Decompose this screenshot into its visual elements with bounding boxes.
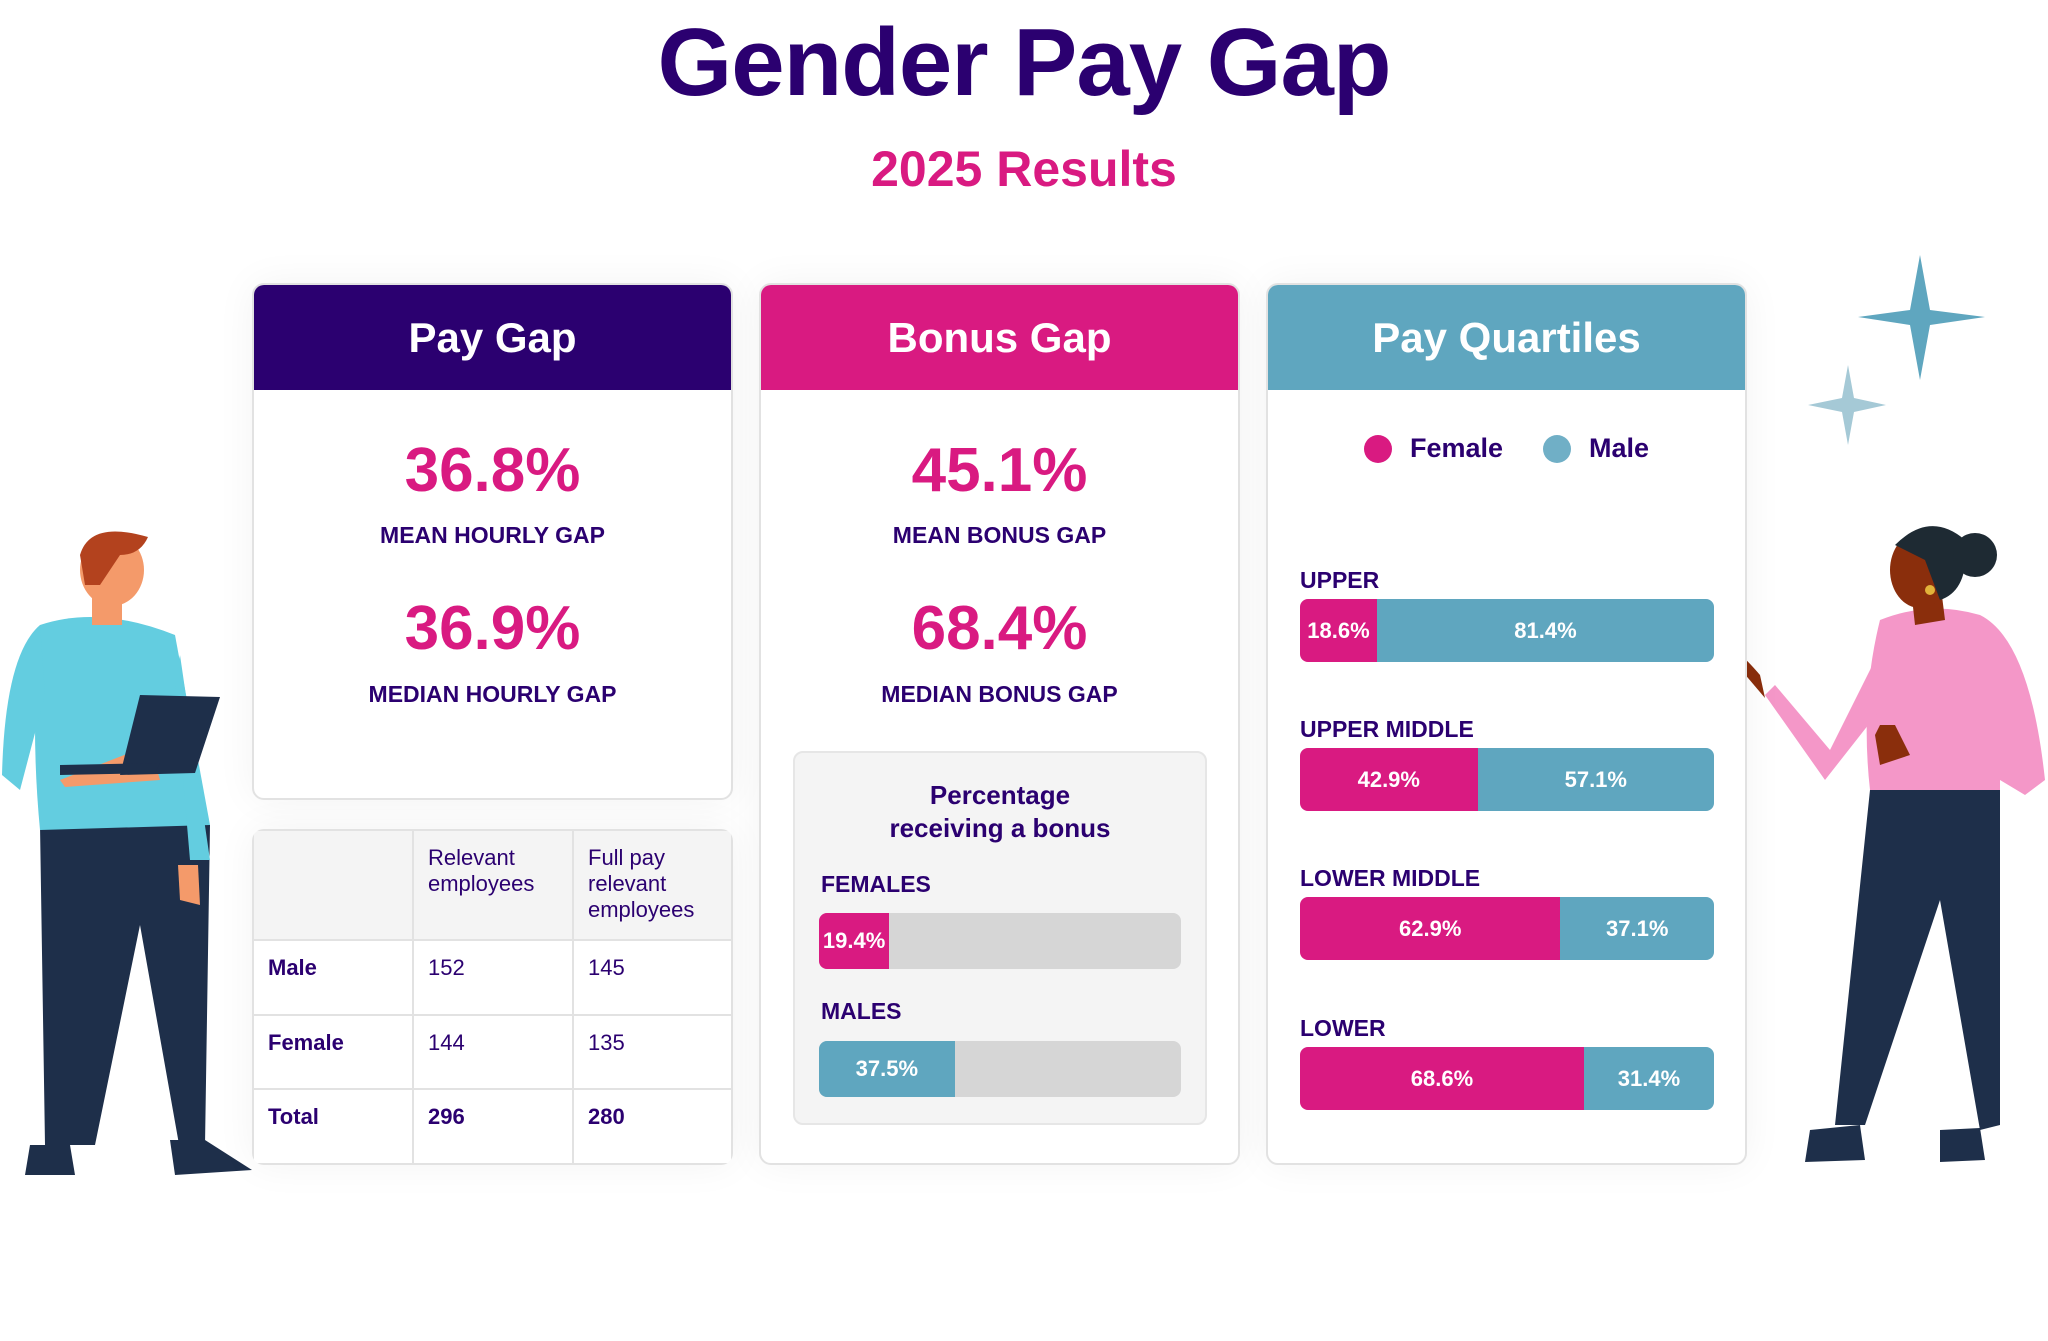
quartile-bar: 62.9% 37.1%: [1300, 897, 1714, 960]
sparkle-icon: [1808, 255, 1985, 445]
table-header-cell: Full pay relevant employees: [572, 829, 733, 941]
males-label: MALES: [821, 998, 902, 1024]
table-header-cell: Relevant employees: [412, 829, 574, 941]
legend-male-label: Male: [1589, 433, 1650, 463]
pay-quartiles-card: Pay Quartiles Female Male UPPER 18.6% 81.4…: [1266, 283, 1747, 1165]
table-cell: 152: [412, 939, 574, 1016]
mean-bonus-gap-label: MEAN BONUS GAP: [892, 522, 1107, 548]
bonus-gap-heading: Bonus Gap: [761, 285, 1238, 390]
quartile-label: UPPER: [1300, 567, 1380, 593]
quartile-label: UPPER MIDDLE: [1300, 716, 1474, 742]
quartile-male-segment: 31.4%: [1584, 1047, 1714, 1110]
mean-hourly-gap-label: MEAN HOURLY GAP: [380, 522, 605, 548]
man-illustration: [2, 531, 252, 1175]
quartile-female-segment: 68.6%: [1300, 1047, 1584, 1110]
legend: Female Male: [1268, 433, 1745, 464]
females-label: FEMALES: [821, 871, 931, 897]
median-hourly-gap-value: 36.9%: [404, 594, 581, 663]
table-cell: 145: [572, 939, 733, 1016]
table-header-cell: [252, 829, 414, 941]
quartile-male-segment: 57.1%: [1477, 748, 1714, 811]
legend-male: Male: [1543, 433, 1649, 464]
females-bonus-fill: 19.4%: [819, 913, 890, 969]
woman-illustration: [1720, 526, 2045, 1162]
table-cell: Total: [252, 1088, 414, 1165]
mean-hourly-gap-value: 36.8%: [404, 436, 581, 505]
table-cell: 280: [572, 1088, 733, 1165]
legend-female-label: Female: [1409, 433, 1504, 463]
female-dot-icon: [1363, 434, 1392, 463]
table-cell: Male: [252, 939, 414, 1016]
females-bonus-bar: 19.4%: [819, 913, 1181, 969]
table-cell: 135: [572, 1013, 733, 1091]
table-row: Total 296 280: [252, 1088, 733, 1165]
quartile-male-segment: 37.1%: [1560, 897, 1714, 960]
median-hourly-gap-label: MEDIAN HOURLY GAP: [368, 681, 617, 707]
quartile-label: LOWER: [1300, 1015, 1386, 1041]
quartile-female-segment: 42.9%: [1300, 748, 1478, 811]
page-title: Gender Pay Gap: [657, 9, 1392, 116]
bonus-receiving-title: Percentage receiving a bonus: [889, 780, 1111, 843]
mean-bonus-gap-value: 45.1%: [911, 436, 1088, 505]
quartile-bar: 68.6% 31.4%: [1300, 1047, 1714, 1110]
pay-quartiles-heading: Pay Quartiles: [1268, 285, 1745, 390]
male-dot-icon: [1543, 434, 1572, 463]
quartile-label: LOWER MIDDLE: [1300, 865, 1481, 891]
pay-gap-card: Pay Gap 36.8% MEAN HOURLY GAP 36.9% MEDI…: [252, 283, 733, 800]
table-cell: Female: [252, 1013, 414, 1091]
quartile-bar: 18.6% 81.4%: [1300, 599, 1714, 662]
quartile-male-segment: 81.4%: [1377, 599, 1714, 662]
males-bonus-fill: 37.5%: [819, 1041, 955, 1097]
table-cell: 144: [412, 1013, 574, 1091]
quartile-female-segment: 18.6%: [1300, 599, 1377, 662]
median-bonus-gap-value: 68.4%: [911, 594, 1088, 663]
quartile-bar: 42.9% 57.1%: [1300, 748, 1714, 811]
quartile-female-segment: 62.9%: [1300, 897, 1561, 960]
pay-gap-heading: Pay Gap: [254, 285, 731, 390]
table-cell: 296: [412, 1088, 574, 1165]
employees-table: Relevant employees Full pay relevant emp…: [252, 829, 733, 1165]
page-subtitle: 2025 Results: [871, 141, 1177, 197]
table-header-row: Relevant employees Full pay relevant emp…: [252, 829, 733, 941]
bonus-receiving-panel: Percentage receiving a bonus FEMALES 19.…: [793, 751, 1207, 1125]
table-row: Male 152 145: [252, 939, 733, 1016]
median-bonus-gap-label: MEDIAN BONUS GAP: [881, 681, 1118, 707]
bonus-gap-card: Bonus Gap 45.1% MEAN BONUS GAP 68.4% MED…: [759, 283, 1240, 1165]
table-row: Female 144 135: [252, 1013, 733, 1091]
legend-female: Female: [1363, 433, 1504, 464]
males-bonus-bar: 37.5%: [819, 1041, 1181, 1097]
